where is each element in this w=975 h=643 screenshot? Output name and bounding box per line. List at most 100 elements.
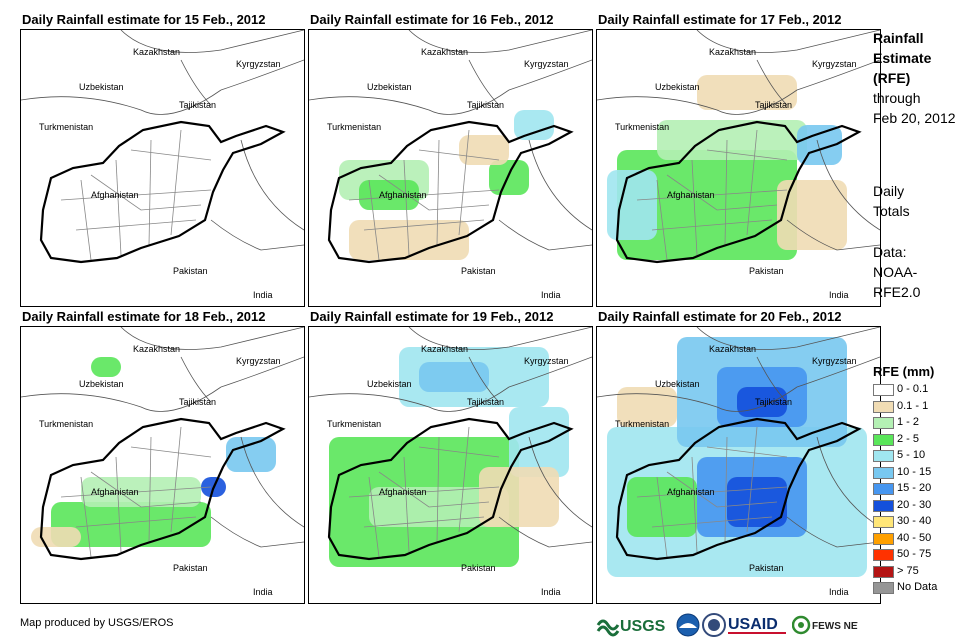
legend-label: > 75 <box>897 564 919 577</box>
rainfall-map-panel: Daily Rainfall estimate for 16 Feb., 201… <box>308 12 593 308</box>
country-label-kazakhstan: Kazakhstan <box>709 47 757 57</box>
map-frame: Kazakhstan Kyrgyzstan Uzbekistan Tajikistan… <box>308 29 593 307</box>
afghanistan-border <box>327 120 574 264</box>
country-label-afghanistan: Afghanistan <box>667 487 715 497</box>
legend-title: RFE (mm) <box>873 364 935 379</box>
afghanistan-border <box>615 417 862 561</box>
country-label-kazakhstan: Kazakhstan <box>133 47 181 57</box>
sidebar-totals-line: Daily <box>873 183 905 199</box>
country-label-india: India <box>829 290 849 300</box>
rainfall-map <box>597 30 880 264</box>
rainfall-area <box>607 170 657 240</box>
country-label-pakistan: Pakistan <box>749 563 784 573</box>
country-label-india: India <box>829 587 849 597</box>
rainfall-map-panel: Daily Rainfall estimate for 20 Feb., 201… <box>596 309 881 605</box>
sidebar-data-source: Data: NOAA- RFE2.0 <box>873 242 920 302</box>
rainfall-map <box>309 327 592 567</box>
legend-swatch <box>873 532 894 545</box>
rainfall-area <box>509 407 569 477</box>
panel-title: Daily Rainfall estimate for 16 Feb., 201… <box>310 12 554 27</box>
country-label-kyrgyzstan: Kyrgyzstan <box>236 59 281 69</box>
legend-label: 20 - 30 <box>897 498 932 511</box>
sidebar-title-line: Estimate <box>873 50 932 66</box>
country-label-afghanistan: Afghanistan <box>379 190 427 200</box>
rainfall-map-panel: Daily Rainfall estimate for 17 Feb., 201… <box>596 12 881 308</box>
legend-swatch <box>873 417 894 429</box>
rainfall-area <box>617 150 797 260</box>
legend-label: 1 - 2 <box>897 416 920 428</box>
rainfall-map <box>309 30 592 264</box>
dos-seal-logo <box>702 612 726 638</box>
country-label-tajikistan: Tajikistan <box>467 100 505 110</box>
legend-swatch <box>873 582 894 594</box>
legend-swatch <box>873 516 894 528</box>
afghanistan-border <box>39 417 286 561</box>
rainfall-map <box>597 327 880 577</box>
country-label-tajikistan: Tajikistan <box>755 397 793 407</box>
country-label-turkmenistan: Turkmenistan <box>39 122 94 132</box>
legend-label: 15 - 20 <box>897 482 932 494</box>
country-label-turkmenistan: Turkmenistan <box>615 122 670 132</box>
legend-label: 0.1 - 1 <box>897 399 929 412</box>
country-label-uzbekistan: Uzbekistan <box>367 82 412 92</box>
rainfall-map-panel: Daily Rainfall estimate for 18 Feb., 201… <box>20 309 305 605</box>
rainfall-area <box>514 110 554 140</box>
fewsnet-logo-text: FEWS NET <box>812 621 858 632</box>
country-label-uzbekistan: Uzbekistan <box>367 379 412 389</box>
map-frame: Kazakhstan Kyrgyzstan Uzbekistan Tajikistan… <box>20 326 305 604</box>
sidebar-totals-line: Totals <box>873 203 910 219</box>
country-label-kyrgyzstan: Kyrgyzstan <box>524 356 569 366</box>
country-label-tajikistan: Tajikistan <box>755 100 793 110</box>
rainfall-area <box>349 220 469 260</box>
panel-title: Daily Rainfall estimate for 20 Feb., 201… <box>598 309 842 324</box>
country-label-pakistan: Pakistan <box>461 563 496 573</box>
country-label-turkmenistan: Turkmenistan <box>327 419 382 429</box>
credit-text: Map produced by USGS/EROS <box>20 617 174 629</box>
afghanistan-border <box>615 120 862 264</box>
rainfall-map-panel: Daily Rainfall estimate for 19 Feb., 201… <box>308 309 593 605</box>
rainfall-area <box>697 75 797 110</box>
country-label-kazakhstan: Kazakhstan <box>421 344 469 354</box>
map-frame: Kazakhstan Kyrgyzstan Uzbekistan Tajikistan… <box>596 326 881 604</box>
country-label-pakistan: Pakistan <box>749 266 784 276</box>
map-frame: Kazakhstan Kyrgyzstan Uzbekistan Tajikistan… <box>308 326 593 604</box>
panel-title: Daily Rainfall estimate for 19 Feb., 201… <box>310 309 554 324</box>
usgs-logo-text: USGS <box>620 618 666 635</box>
country-label-afghanistan: Afghanistan <box>379 487 427 497</box>
country-label-kazakhstan: Kazakhstan <box>421 47 469 57</box>
country-label-kazakhstan: Kazakhstan <box>133 344 181 354</box>
country-label-turkmenistan: Turkmenistan <box>615 419 670 429</box>
rainfall-area <box>369 487 509 527</box>
panel-title: Daily Rainfall estimate for 18 Feb., 201… <box>22 309 266 324</box>
rainfall-area <box>31 527 81 547</box>
legend-swatch <box>873 384 894 396</box>
country-label-india: India <box>253 587 273 597</box>
rainfall-map <box>21 327 304 561</box>
country-label-uzbekistan: Uzbekistan <box>79 82 124 92</box>
country-label-kazakhstan: Kazakhstan <box>709 344 757 354</box>
rainfall-area <box>777 180 847 250</box>
sidebar-data-line: RFE2.0 <box>873 284 921 300</box>
country-label-kyrgyzstan: Kyrgyzstan <box>812 356 857 366</box>
country-label-tajikistan: Tajikistan <box>179 397 217 407</box>
usaid-logo: USAID <box>728 612 790 638</box>
legend-label: 0 - 0.1 <box>897 383 929 395</box>
country-label-india: India <box>541 587 561 597</box>
country-label-tajikistan: Tajikistan <box>467 397 505 407</box>
legend-label: 30 - 40 <box>897 515 932 527</box>
country-label-kyrgyzstan: Kyrgyzstan <box>812 59 857 69</box>
country-label-kyrgyzstan: Kyrgyzstan <box>236 356 281 366</box>
legend-swatch <box>873 450 894 462</box>
afghanistan-border <box>39 120 286 264</box>
sidebar-through: through Feb 20, 2012 <box>873 88 956 128</box>
rainfall-area <box>459 135 509 165</box>
sidebar-data-line: Data: <box>873 244 907 260</box>
sidebar-through-date: Feb 20, 2012 <box>873 110 956 126</box>
logo-strip: USGS USAID FEWS NET <box>596 612 864 638</box>
usgs-logo: USGS <box>596 612 674 638</box>
country-label-pakistan: Pakistan <box>173 266 208 276</box>
rainfall-area <box>419 362 489 392</box>
afghanistan-border <box>327 417 574 561</box>
sidebar-title-line: Rainfall <box>873 30 924 46</box>
sidebar-data-line: NOAA- <box>873 264 918 280</box>
